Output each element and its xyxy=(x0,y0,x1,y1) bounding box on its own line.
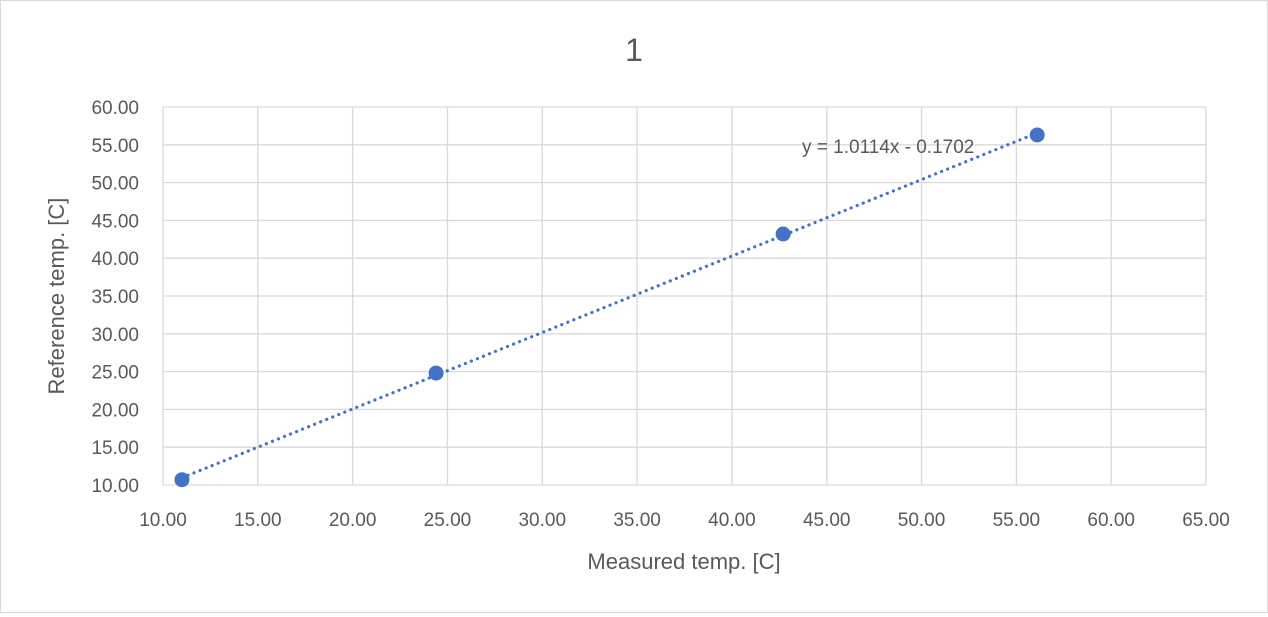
x-tick-label: 35.00 xyxy=(613,510,661,531)
y-tick-label: 15.00 xyxy=(91,438,139,459)
x-axis-title: Measured temp. [C] xyxy=(587,549,780,574)
y-tick-label: 25.00 xyxy=(91,363,139,384)
trendline-equation: y = 1.0114x - 0.1702 xyxy=(802,137,974,158)
x-tick-label: 65.00 xyxy=(1182,510,1230,531)
x-tick-label: 25.00 xyxy=(424,510,472,531)
data-point xyxy=(1029,127,1045,143)
y-tick-label: 55.00 xyxy=(91,136,139,157)
y-tick-label: 20.00 xyxy=(91,400,139,421)
y-tick-label: 50.00 xyxy=(91,174,139,195)
data-point xyxy=(775,226,791,242)
y-tick-label: 30.00 xyxy=(91,325,139,346)
x-tick-label: 40.00 xyxy=(708,510,756,531)
trendline-layer xyxy=(180,131,1039,480)
x-tick-label: 55.00 xyxy=(993,510,1041,531)
y-tick-label: 35.00 xyxy=(91,287,139,308)
x-tick-label: 60.00 xyxy=(1087,510,1135,531)
x-tick-label: 30.00 xyxy=(518,510,566,531)
data-point xyxy=(428,365,444,381)
x-tick-label: 20.00 xyxy=(329,510,377,531)
data-point xyxy=(174,472,190,488)
x-tick-label: 10.00 xyxy=(139,510,187,531)
y-tick-label: 40.00 xyxy=(91,249,139,270)
y-tick-label: 10.00 xyxy=(91,476,139,497)
y-tick-label: 45.00 xyxy=(91,211,139,232)
x-tick-label: 50.00 xyxy=(898,510,946,531)
grid xyxy=(162,106,1207,486)
x-tick-label: 15.00 xyxy=(234,510,282,531)
y-tick-label: 60.00 xyxy=(91,98,139,119)
y-axis-title: Reference temp. [C] xyxy=(44,198,69,395)
tick-labels: 10.00 15.00 20.00 25.00 30.00 35.00 40.00 45.00… xyxy=(91,98,1229,531)
trendline xyxy=(180,131,1039,480)
chart-title: 1 xyxy=(625,32,643,68)
x-tick-label: 45.00 xyxy=(803,510,851,531)
data-points xyxy=(174,127,1045,488)
